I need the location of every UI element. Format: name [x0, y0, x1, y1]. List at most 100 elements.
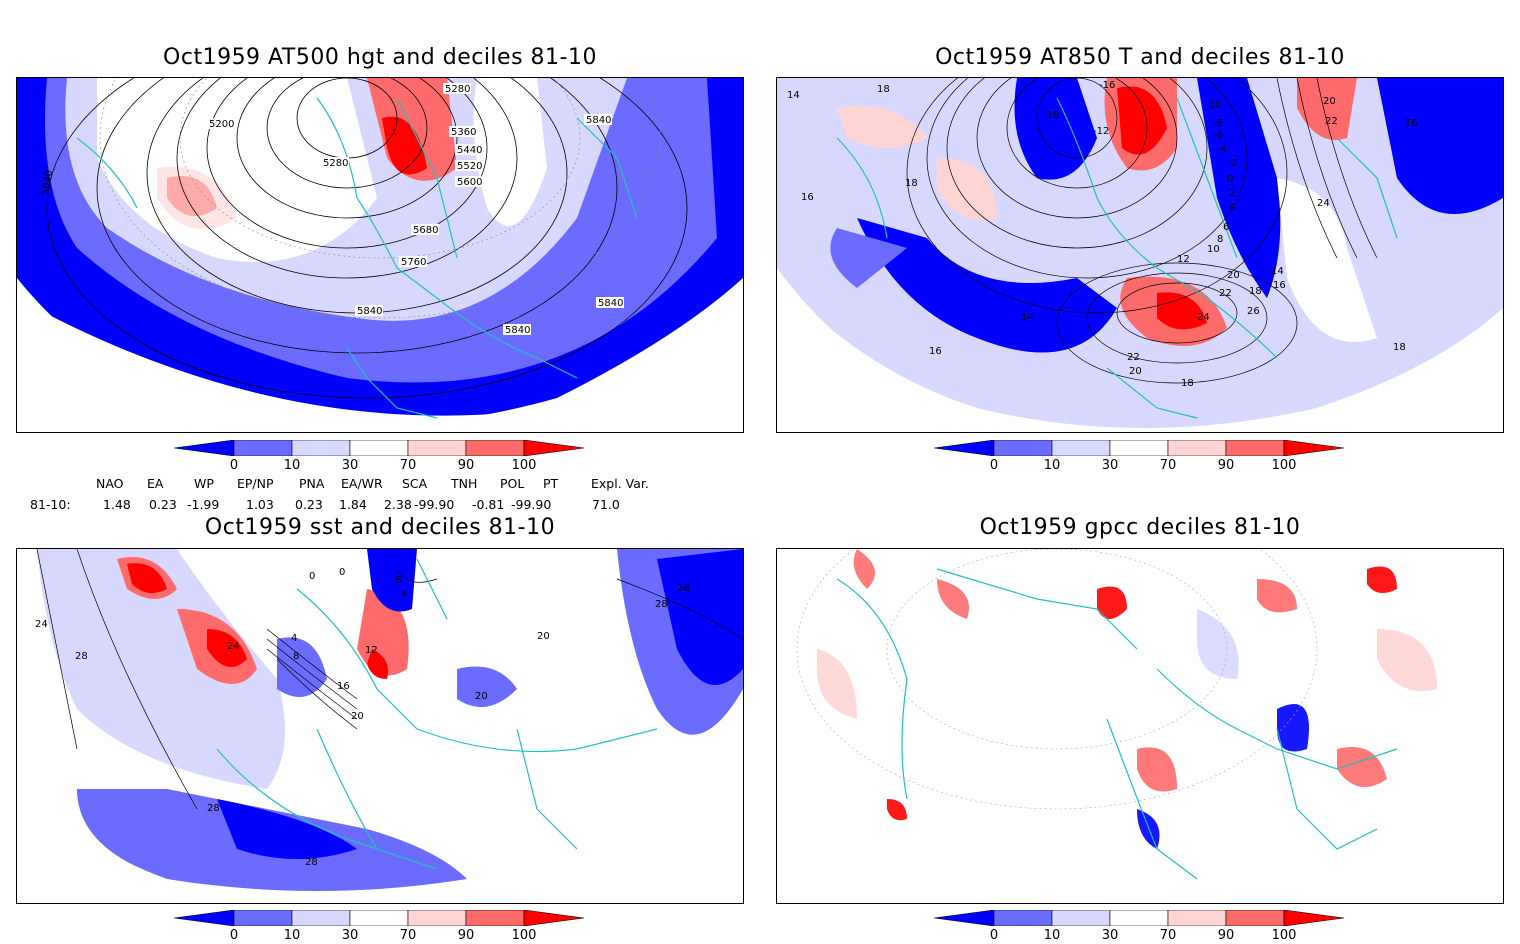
index-value: 1.48	[103, 497, 131, 512]
colorbar-label: 90	[457, 458, 475, 473]
contour-label: -4	[1217, 144, 1227, 155]
contour-label: 16	[929, 346, 942, 357]
colorbar-hgt: 0 10 30 70 90 100	[174, 440, 594, 474]
colorbar-label: 10	[283, 928, 301, 943]
contour-label: 20	[537, 631, 550, 642]
index-header: PNA	[299, 476, 325, 491]
contour-label: -2	[1227, 158, 1237, 169]
contour-label: 5840	[357, 306, 382, 317]
colorbar-label: 70	[1159, 458, 1177, 473]
contour-label: 8	[395, 575, 401, 586]
contour-label: 20	[475, 691, 488, 702]
contour-label: 8	[293, 651, 299, 662]
colorbar-label: 0	[989, 458, 999, 473]
contour-label: 26	[1247, 306, 1260, 317]
index-value: -1.99	[187, 497, 220, 512]
contour-label: 4	[401, 589, 407, 600]
colorbar-label: 100	[1271, 928, 1297, 943]
colorbar-label: 10	[283, 458, 301, 473]
contour-label: 24	[1317, 198, 1330, 209]
map-panel-sst: 0 0 8 4 4 12 8 16 20 20 24 20 28 24 28 2…	[16, 548, 744, 904]
contour-label: 0	[309, 571, 315, 582]
contour-label: 5840	[598, 298, 623, 309]
panel-title-hgt: Oct1959 AT500 hgt and deciles 81-10	[163, 45, 597, 70]
contour-label: 28	[677, 583, 690, 594]
contour-label: 18	[905, 178, 918, 189]
contour-label: 20	[351, 711, 364, 722]
contour-label: 0	[339, 567, 345, 578]
contour-label: 14	[1021, 312, 1034, 323]
contour-label: 28	[207, 803, 220, 814]
contour-label: 12	[1177, 254, 1190, 265]
contour-label: -12	[1093, 126, 1109, 137]
contour-label: 16	[337, 681, 350, 692]
colorbar-label: 100	[511, 928, 537, 943]
contour-label: -8	[1213, 118, 1223, 129]
contour-label: 14	[787, 90, 800, 101]
colorbar-label: 70	[1159, 928, 1177, 943]
contour-label: 5200	[209, 119, 234, 130]
contour-label: 4	[291, 633, 297, 644]
contour-label: -18	[1043, 110, 1059, 121]
contour-label: 22	[1127, 352, 1140, 363]
contour-label: 5600	[457, 177, 482, 188]
contour-label: 5360	[451, 127, 476, 138]
contour-label: 8	[1217, 234, 1223, 245]
index-value: 71.0	[592, 497, 620, 512]
contour-label: 0	[1227, 174, 1233, 185]
index-value: 2.38	[384, 497, 412, 512]
colorbar-label: 100	[511, 458, 537, 473]
contour-label: -16	[1099, 80, 1115, 91]
index-header: TNH	[451, 476, 478, 491]
contour-label: 18	[1393, 342, 1406, 353]
contour-label: 24	[35, 619, 48, 630]
panel-title-sst: Oct1959 sst and deciles 81-10	[204, 515, 556, 540]
colorbar-label: 10	[1043, 458, 1061, 473]
colorbar-label: 0	[229, 458, 239, 473]
index-value: 0.23	[149, 497, 177, 512]
index-value: -99.90	[414, 497, 455, 512]
colorbar-sst: 0 10 30 70 90 100	[174, 910, 594, 944]
colorbar-label: 90	[1217, 928, 1235, 943]
index-header: EP/NP	[237, 476, 274, 491]
colorbar-label: 100	[1271, 458, 1297, 473]
contour-label: -10	[1205, 100, 1221, 111]
map-panel-gpcc	[776, 548, 1504, 904]
colorbar-label: 10	[1043, 928, 1061, 943]
contour-label: 16	[1405, 118, 1418, 129]
contour-label: 5280	[323, 158, 348, 169]
index-header: WP	[194, 476, 214, 491]
colorbar-gpcc: 0 10 30 70 90 100	[934, 910, 1354, 944]
colorbar-label: 30	[1101, 928, 1119, 943]
index-header: PT	[543, 476, 559, 491]
index-value: 1.03	[246, 497, 274, 512]
contour-label: 12	[365, 645, 378, 656]
colorbar-label: 90	[457, 928, 475, 943]
colorbar-label: 70	[399, 928, 417, 943]
contour-label: 10	[1207, 244, 1220, 255]
index-value: -99.90	[511, 497, 552, 512]
contour-label: 5440	[457, 145, 482, 156]
map-panel-hgt: 5280 5200 5280 5360 5440 5520 5600 5680 …	[16, 77, 744, 433]
contour-label: 14	[1271, 266, 1284, 277]
panel-title-t850: Oct1959 AT850 T and deciles 81-10	[935, 45, 1345, 70]
contour-label: 28	[655, 599, 668, 610]
contour-label: 20	[1323, 96, 1336, 107]
contour-label: 2	[1229, 188, 1235, 199]
contour-label: 5840	[40, 169, 55, 196]
contour-label: 5840	[586, 115, 611, 126]
index-value: -0.81	[472, 497, 505, 512]
contour-label: 5520	[457, 161, 482, 172]
contour-label: 5680	[413, 225, 438, 236]
contour-label: 18	[1249, 286, 1262, 297]
contour-label: 24	[1197, 312, 1210, 323]
contour-label: 6	[1223, 222, 1229, 233]
contour-label: 28	[305, 857, 318, 868]
contour-label: 16	[801, 192, 814, 203]
contour-label: 28	[75, 651, 88, 662]
contour-label: 20	[1129, 366, 1142, 377]
contour-label: 22	[1219, 288, 1232, 299]
contour-label: 20	[1227, 270, 1240, 281]
index-header: NAO	[96, 476, 124, 491]
index-header: EA/WR	[341, 476, 383, 491]
